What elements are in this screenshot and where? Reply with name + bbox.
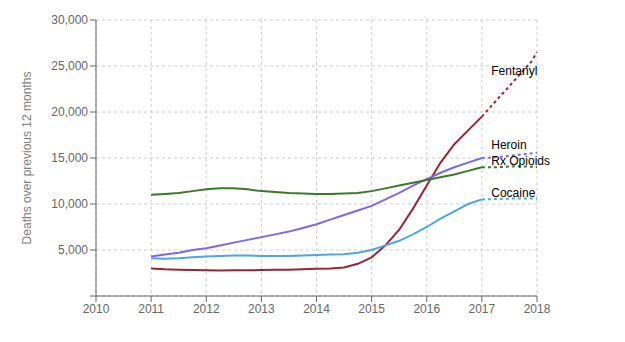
- svg-text:20,000: 20,000: [51, 105, 88, 119]
- svg-text:Rx Opioids: Rx Opioids: [491, 154, 550, 168]
- svg-text:Fentanyl: Fentanyl: [491, 64, 537, 78]
- svg-text:10,000: 10,000: [51, 197, 88, 211]
- svg-text:15,000: 15,000: [51, 151, 88, 165]
- svg-text:2015: 2015: [358, 302, 385, 316]
- svg-text:2018: 2018: [524, 302, 551, 316]
- svg-text:2013: 2013: [248, 302, 275, 316]
- svg-text:2012: 2012: [193, 302, 220, 316]
- svg-text:2011: 2011: [138, 302, 164, 316]
- svg-text:2017: 2017: [469, 302, 496, 316]
- svg-text:2016: 2016: [413, 302, 440, 316]
- svg-text:2014: 2014: [303, 302, 330, 316]
- svg-text:2010: 2010: [83, 302, 110, 316]
- svg-text:5,000: 5,000: [58, 243, 88, 257]
- svg-text:30,000: 30,000: [51, 13, 88, 27]
- svg-text:Cocaine: Cocaine: [491, 186, 535, 200]
- svg-text:Deaths over previous 12 months: Deaths over previous 12 months: [20, 72, 34, 245]
- svg-text:Heroin: Heroin: [491, 138, 526, 152]
- svg-text:25,000: 25,000: [51, 59, 88, 73]
